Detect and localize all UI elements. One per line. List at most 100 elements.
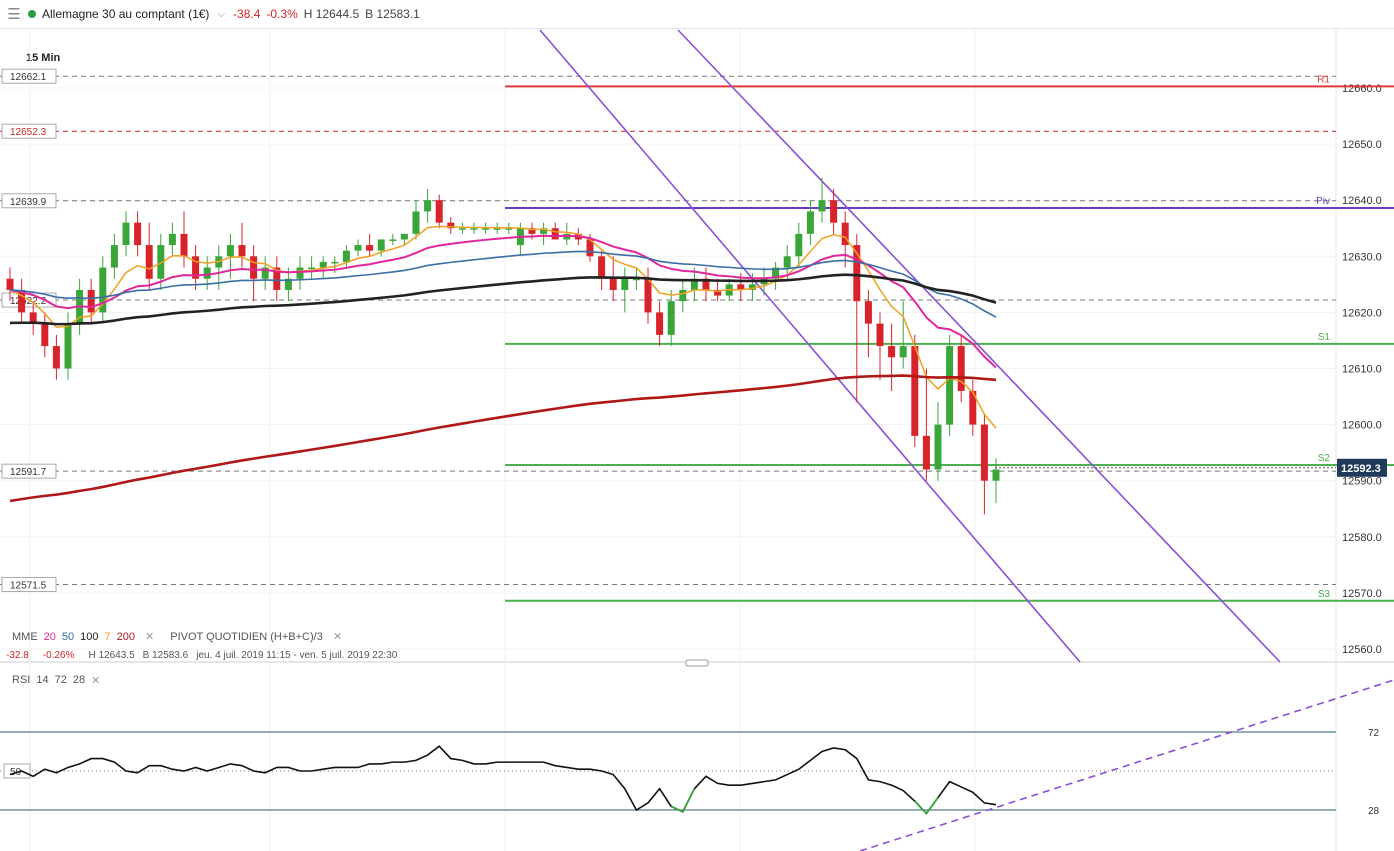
mme-period-50: 50 [61,630,75,643]
candle [134,222,142,246]
remove-pivot-icon[interactable]: ✕ [332,631,343,643]
candle [528,228,536,234]
level-label: 12652.3 [10,127,47,138]
y-tick-label: 12580.0 [1342,532,1382,544]
rsi-label[interactable]: RSI [12,674,31,686]
timeframe-label[interactable]: 15 Min [26,52,61,64]
candle [609,278,617,290]
candle [308,267,316,270]
level-label: 12639.9 [10,197,47,208]
candle [899,346,907,358]
candle [656,312,664,335]
level-label: 12662.1 [10,72,47,83]
candle [980,424,988,481]
candle [853,245,861,302]
indicator-legend: MME 20 50 100 7 200 ✕ PIVOT QUOTIDIEN (H… [12,630,343,644]
candle [748,284,756,290]
candle [690,278,698,290]
ema-50-line [9,250,997,318]
ema-20-line [9,234,997,369]
candle [331,261,339,264]
candle [52,346,60,369]
candle [342,250,350,262]
candle [41,323,49,347]
pivot-label-r1: R1 [1317,74,1330,85]
panel-resize-handle [685,659,709,667]
rsi-param-lower: 28 [72,674,86,686]
candle [87,289,95,313]
info-range: jeu. 4 juil. 2019 11:15 - ven. 5 juil. 2… [196,650,398,661]
candle [621,278,629,290]
candle [911,346,919,436]
candle [598,256,606,279]
ema-7-line [9,225,997,429]
rsi-trend-line [859,679,1394,851]
candle [435,200,443,223]
candle [806,211,814,234]
candle [145,245,153,279]
level-label: 12571.5 [10,580,47,591]
level-box [1,463,57,479]
candle [354,245,362,251]
instrument-title[interactable]: Allemagne 30 au comptant (1€) [42,7,210,21]
candle [551,228,559,240]
candle [482,228,490,230]
candle [632,278,640,281]
rsi-line [9,745,997,815]
instrument-header: ☰ Allemagne 30 au comptant (1€) ⌵ -38.4 … [0,0,1394,29]
hamburger-menu-icon[interactable]: ☰ [7,6,21,23]
candle [795,233,803,257]
candle [946,346,954,425]
level-box [1,193,57,209]
candle [424,200,432,212]
y-tick-label: 12600.0 [1342,420,1382,432]
candle [400,233,408,240]
candle [969,390,977,425]
pivot-label[interactable]: PIVOT QUOTIDIEN (H+B+C)/3 [170,630,323,643]
y-tick-label: 12660.0 [1342,83,1382,95]
candle [714,289,722,296]
info-line: -32.8 -0.26% H 12643.5 B 12583.6 jeu. 4 … [6,650,397,661]
level-box [1,68,57,84]
candle [122,222,130,246]
candle [284,278,292,290]
candle [192,256,200,279]
y-tick-label: 12610.0 [1342,364,1382,376]
candle [366,245,374,251]
candle [586,239,594,257]
candle [319,261,327,268]
rsi-lower-label: 28 [1368,806,1380,817]
candle [540,228,548,234]
candle [470,228,478,230]
candle [772,267,780,279]
candle [818,200,826,212]
price-chart[interactable]: 12660.0 12650.0 12640.0 12630.0 12620.0 12610… [0,29,1394,851]
candle [888,346,896,358]
mme-period-100: 100 [80,630,99,643]
pivot-label-piv: Piv [1316,196,1330,207]
rsi-upper-label: 72 [1368,728,1380,739]
candle [168,233,176,246]
candle [389,239,397,241]
market-status-icon [28,10,36,18]
candle [296,267,304,279]
mme-period-20: 20 [43,630,56,643]
remove-mme-icon[interactable]: ✕ [145,631,155,643]
rsi-oversold-segment [914,800,928,815]
chevron-down-icon[interactable]: ⌵ [217,8,226,20]
current-price-label: 12592.3 [1341,463,1381,475]
rsi-param-period: 14 [36,674,49,686]
candle [957,346,965,391]
candle [447,222,455,229]
level-box [1,123,57,139]
candle [377,239,385,251]
mme-label[interactable]: MME [12,630,38,643]
bid-price: B 12583.1 [365,7,420,21]
pivot-label-s2: S2 [1318,453,1331,464]
price-change-pct: -0.3% [266,7,298,21]
remove-rsi-icon[interactable]: ✕ [91,675,101,687]
rsi-oversold-segment [681,788,696,813]
mme-period-7: 7 [104,630,111,643]
candle [6,278,14,290]
candle [864,301,872,324]
